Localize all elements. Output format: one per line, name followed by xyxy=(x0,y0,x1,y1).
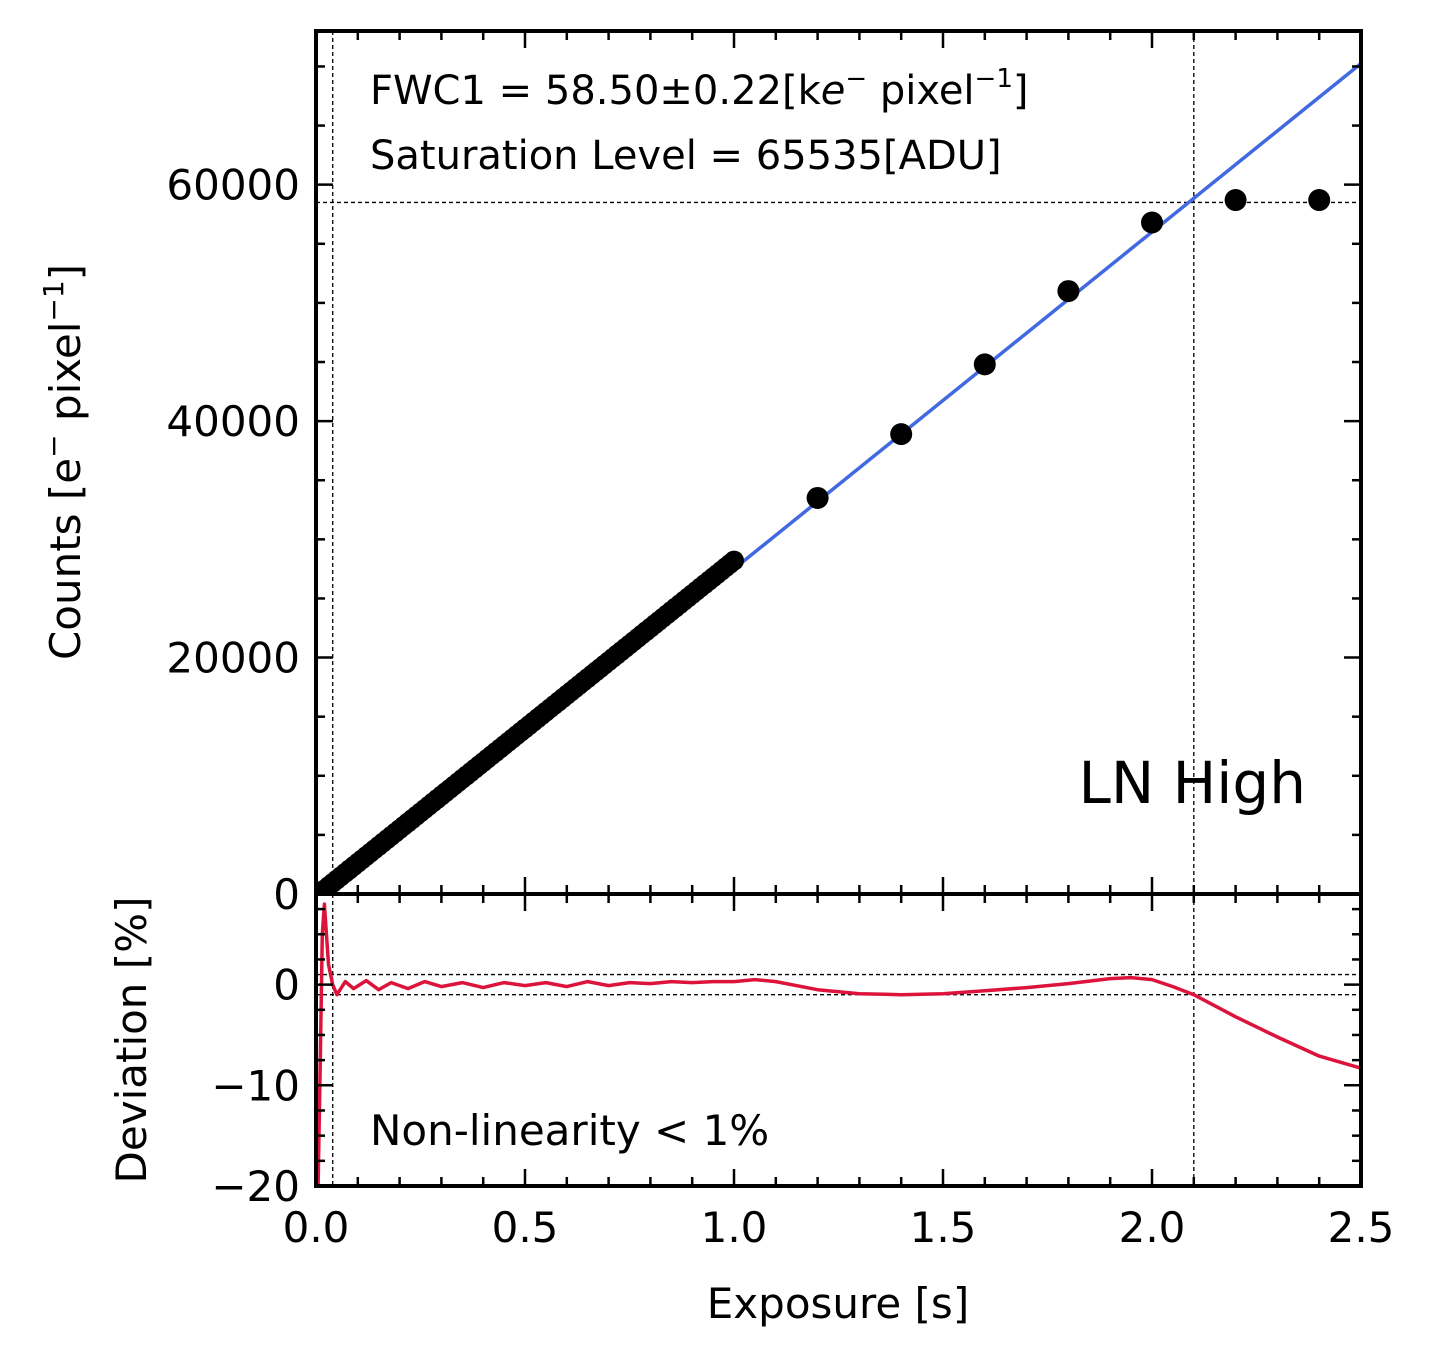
bottom-y-axis-label: Deviation [%] xyxy=(107,897,156,1184)
bottom-y-tick-label: 0 xyxy=(273,961,300,1010)
x-tick-label: 2.5 xyxy=(1328,1203,1395,1252)
x-tick-label: 1.0 xyxy=(701,1203,768,1252)
bottom-y-tick-label: −20 xyxy=(211,1162,300,1211)
data-point xyxy=(1224,189,1247,212)
top-tick-labels: 0 20000 40000 60000 xyxy=(166,161,300,919)
saturation-annotation: Saturation Level = 65535[ADU] xyxy=(370,133,1002,179)
top-y-axis-label: Counts [e− pixel−1] xyxy=(37,264,90,660)
top-points-group xyxy=(316,189,1331,894)
bottom-panel-frame xyxy=(314,892,1363,1188)
top-panel: 0 20000 40000 60000 FWC1 = 58.50±0.22[ke− p… xyxy=(37,31,1363,919)
top-y-tick-label: 60000 xyxy=(166,161,300,210)
top-y-tick-label: 40000 xyxy=(166,397,300,446)
data-point xyxy=(973,353,996,376)
top-y-tick-label: 20000 xyxy=(166,634,300,683)
data-point xyxy=(1141,211,1163,234)
data-point xyxy=(890,423,913,446)
x-tick-label: 0.0 xyxy=(283,1203,350,1252)
bottom-tick-labels: −20 −10 0 0.0 0.5 1.0 1.5 2.0 2.5 xyxy=(211,961,1394,1252)
data-point xyxy=(806,486,829,509)
data-point xyxy=(1057,280,1080,303)
x-tick-label: 1.5 xyxy=(910,1203,977,1252)
top-y-tick-label: 0 xyxy=(273,870,300,919)
dense-point xyxy=(724,550,744,571)
bottom-y-tick-label: −10 xyxy=(211,1061,300,1110)
deviation-line xyxy=(316,902,1361,1186)
x-tick-label: 0.5 xyxy=(492,1203,559,1252)
data-point xyxy=(1308,189,1331,212)
bottom-panel: −20 −10 0 0.0 0.5 1.0 1.5 2.0 2.5 Non-linearity … xyxy=(107,894,1394,1328)
mode-label: LN High xyxy=(1079,749,1306,817)
fwc-annotation: FWC1 = 58.50±0.22[ke− pixel−1] xyxy=(370,64,1028,114)
bottom-series-group xyxy=(316,902,1361,1186)
x-axis-label: Exposure [s] xyxy=(707,1279,969,1328)
nonlinearity-annotation: Non-linearity < 1% xyxy=(370,1106,769,1155)
x-tick-label: 2.0 xyxy=(1119,1203,1186,1252)
bottom-reference-lines xyxy=(316,894,1361,1186)
